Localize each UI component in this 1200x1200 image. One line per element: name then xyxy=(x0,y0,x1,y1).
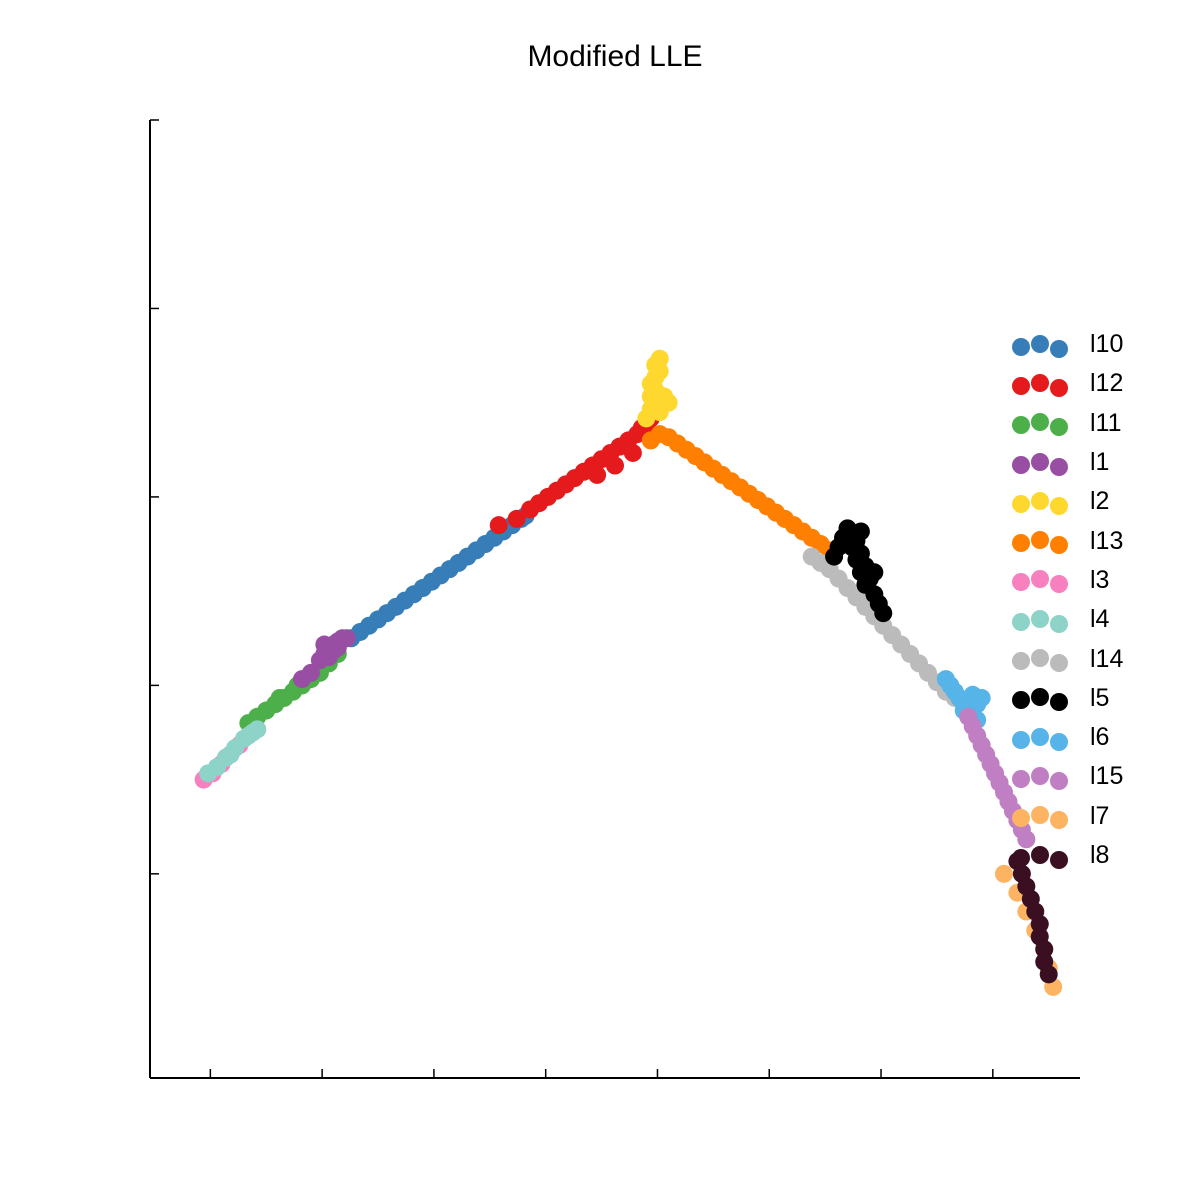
legend-marker xyxy=(1010,605,1070,635)
legend-item-l7: l7 xyxy=(1010,797,1123,836)
legend-marker xyxy=(1010,330,1070,360)
legend-marker xyxy=(1010,448,1070,478)
legend-label: l2 xyxy=(1090,487,1110,516)
legend-label: l15 xyxy=(1090,762,1124,791)
legend-item-l2: l2 xyxy=(1010,482,1123,521)
legend-label: l14 xyxy=(1090,644,1124,673)
legend-item-l5: l5 xyxy=(1010,679,1123,718)
point-l11-11 xyxy=(270,688,289,707)
point-l4-8 xyxy=(221,745,240,764)
legend-label: l7 xyxy=(1090,801,1110,830)
point-l4-7 xyxy=(248,720,267,739)
point-l2-12 xyxy=(659,393,678,412)
legend-item-l1: l1 xyxy=(1010,443,1123,482)
legend: l10 l12 l11 l1 l2 l13 l3 l4 l14 l5 l6 l15 l7 l8 xyxy=(1010,325,1123,875)
legend-label: l5 xyxy=(1090,683,1110,712)
point-l8-5 xyxy=(1030,915,1049,934)
point-l5-15 xyxy=(825,547,844,566)
point-l12-16 xyxy=(606,456,624,475)
legend-marker xyxy=(1010,565,1070,595)
legend-marker xyxy=(1010,369,1070,399)
point-l6-7 xyxy=(972,688,991,707)
legend-label: l8 xyxy=(1090,841,1110,869)
legend-label: l3 xyxy=(1090,565,1110,594)
point-l12-17 xyxy=(588,465,607,484)
point-l12-1 xyxy=(507,509,526,528)
point-l8-7 xyxy=(1035,940,1054,959)
legend-item-l14: l14 xyxy=(1010,639,1123,678)
series-l2 xyxy=(637,349,678,428)
series-l5 xyxy=(825,519,893,623)
legend-item-l13: l13 xyxy=(1010,521,1123,560)
legend-label: l11 xyxy=(1090,408,1122,437)
legend-item-l6: l6 xyxy=(1010,718,1123,757)
point-l2-9 xyxy=(650,349,669,368)
legend-marker xyxy=(1010,723,1070,753)
legend-label: l4 xyxy=(1090,605,1110,634)
legend-label: l1 xyxy=(1090,448,1110,477)
point-l5-12 xyxy=(874,604,893,623)
point-l12-0 xyxy=(489,516,508,535)
point-l8-9 xyxy=(1039,965,1058,984)
point-l6-11 xyxy=(936,670,955,689)
legend-item-l11: l11 xyxy=(1010,404,1123,443)
point-l7-0 xyxy=(994,864,1013,883)
ticks-layer xyxy=(150,119,994,1078)
legend-marker xyxy=(1010,683,1070,713)
point-l5-17 xyxy=(851,522,870,541)
point-l15-13 xyxy=(1017,830,1036,849)
legend-item-l4: l4 xyxy=(1010,600,1123,639)
legend-marker xyxy=(1010,801,1070,831)
legend-marker xyxy=(1010,408,1070,438)
series-l1 xyxy=(293,629,356,689)
legend-label: l13 xyxy=(1090,526,1124,555)
legend-label: l12 xyxy=(1090,369,1124,398)
legend-item-l3: l3 xyxy=(1010,561,1123,600)
legend-marker xyxy=(1010,762,1070,792)
points-layer xyxy=(194,349,1063,996)
point-l1-1 xyxy=(301,663,320,682)
legend-marker xyxy=(1010,526,1070,556)
legend-label: l10 xyxy=(1090,330,1124,359)
legend-label: l6 xyxy=(1090,723,1110,752)
point-l5-16 xyxy=(865,563,884,582)
legend-item-l8: l8 xyxy=(1010,836,1123,875)
series-l12 xyxy=(489,409,660,535)
legend-marker xyxy=(1010,841,1070,871)
series-l10 xyxy=(342,506,535,648)
legend-marker xyxy=(1010,487,1070,517)
chart-title: Modified LLE xyxy=(527,40,703,73)
legend-item-l10: l10 xyxy=(1010,325,1123,364)
legend-item-l12: l12 xyxy=(1010,364,1123,403)
series-l13 xyxy=(641,425,839,560)
legend-item-l15: l15 xyxy=(1010,757,1123,796)
point-l12-18 xyxy=(623,443,642,462)
legend-marker xyxy=(1010,644,1070,674)
point-l1-12 xyxy=(337,629,356,648)
point-l1-11 xyxy=(324,641,343,660)
series-l4 xyxy=(199,720,267,783)
